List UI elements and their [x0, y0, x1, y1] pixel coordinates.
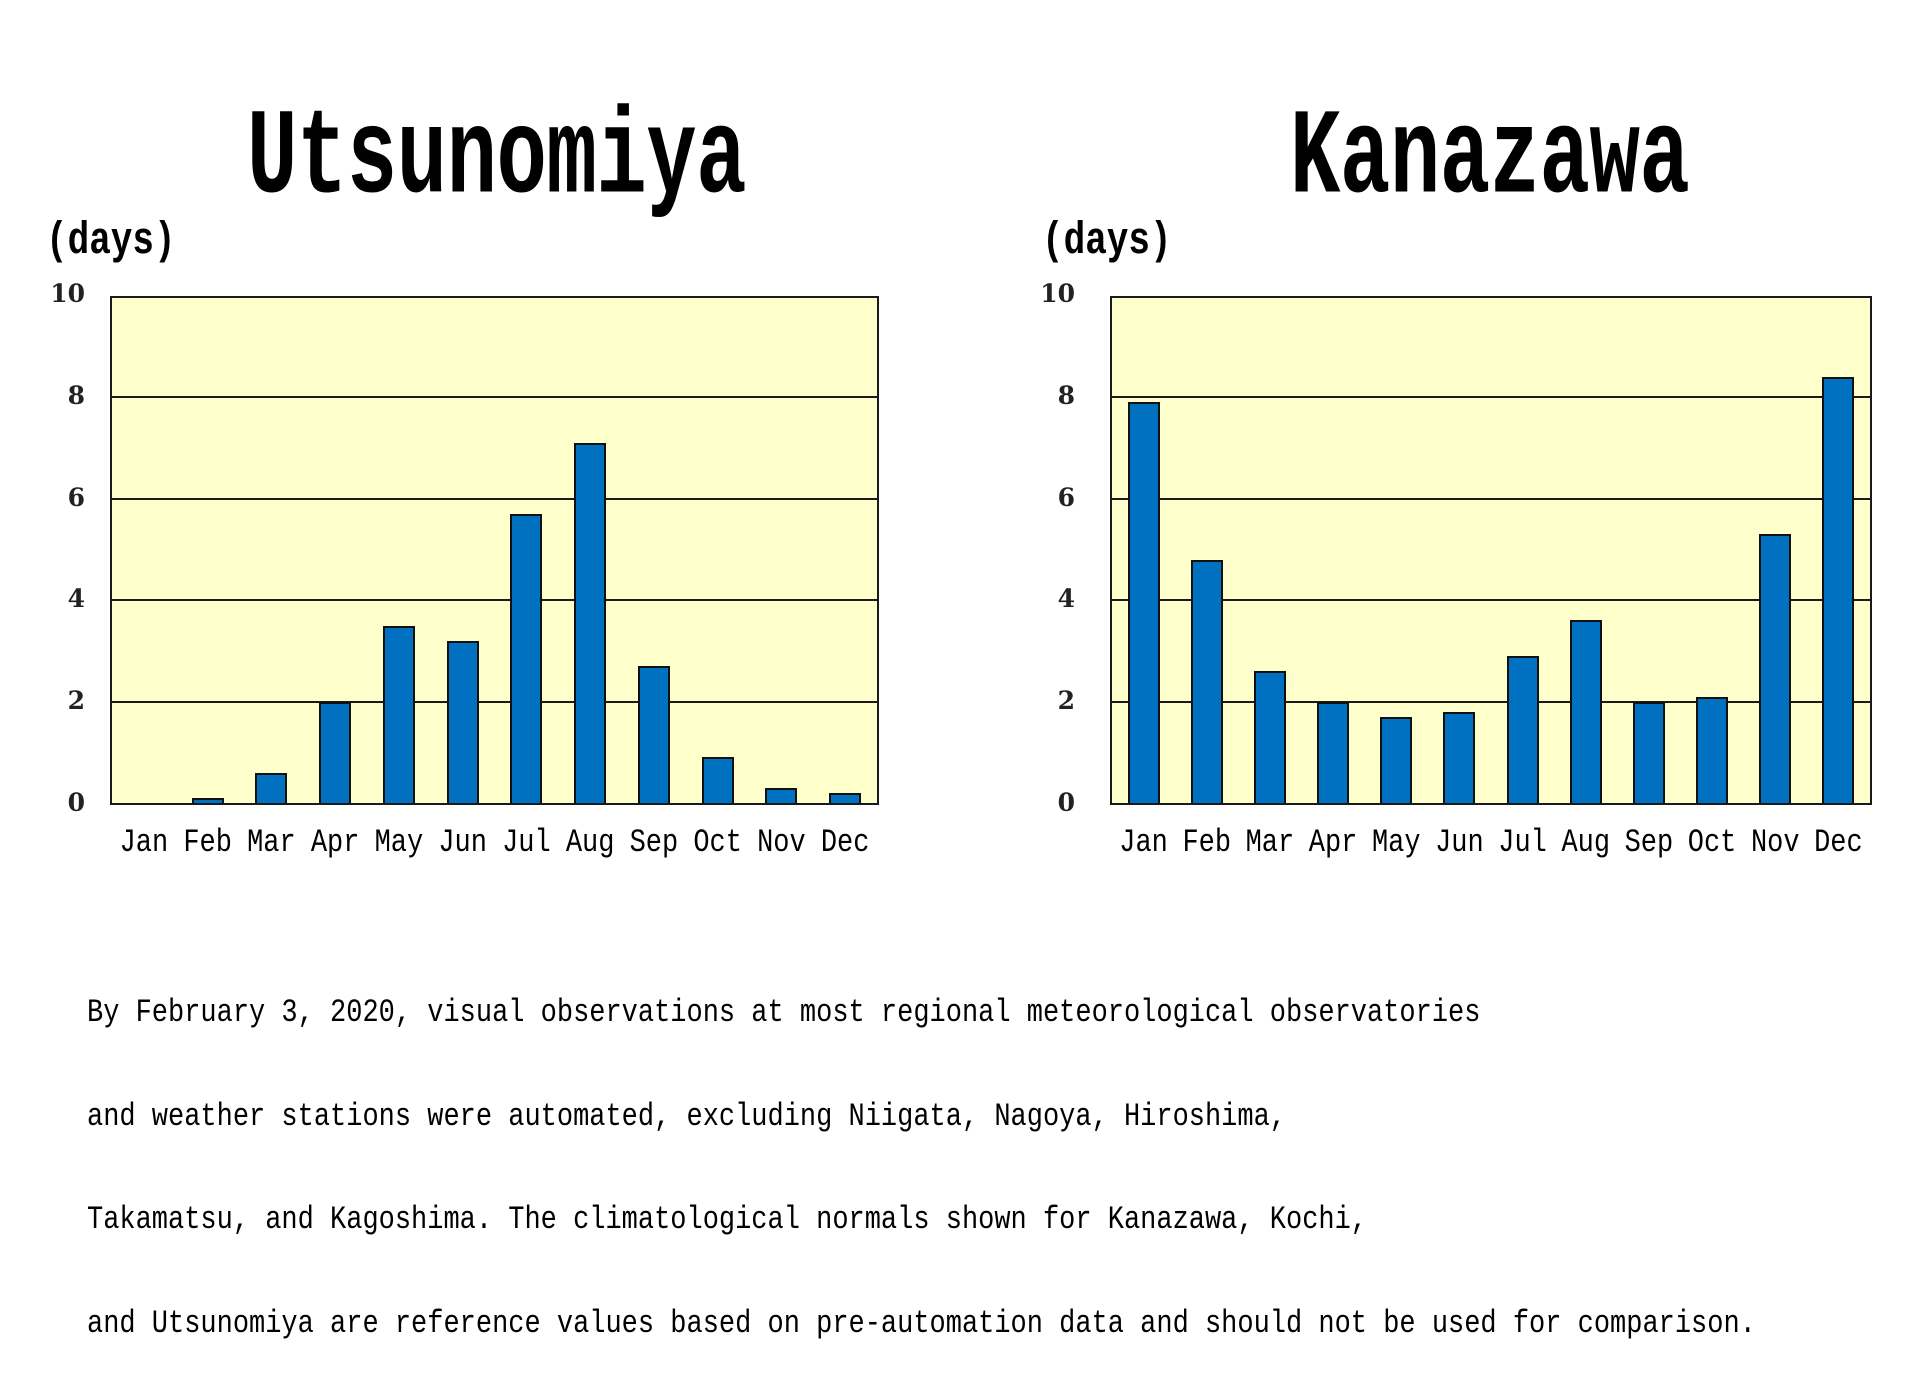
- x-tick-label: Jan: [119, 826, 169, 862]
- bar-apr: [1317, 701, 1350, 803]
- x-tick-label: Aug: [1561, 826, 1611, 862]
- bar-jul: [510, 514, 543, 803]
- footnote-line: and Utsunomiya are reference values base…: [87, 1306, 1756, 1343]
- y-tick-label: 4: [1057, 584, 1075, 614]
- y-tick-label: 10: [1040, 279, 1075, 308]
- x-tick-label: Sep: [1624, 826, 1674, 862]
- bar-jan: [1127, 402, 1160, 803]
- x-tick-label: Mar: [247, 826, 296, 862]
- y-tick-label: 2: [1057, 686, 1075, 716]
- y-tick-label: 4: [67, 584, 85, 614]
- x-tick-label: Mar: [1245, 826, 1295, 862]
- y-tick-label: 0: [1057, 788, 1075, 817]
- y-tick-label: 2: [67, 686, 85, 716]
- y-tick-label: 8: [67, 380, 85, 410]
- x-tick-label: Jul: [1498, 826, 1547, 862]
- gridline: [1112, 396, 1870, 399]
- x-tick-label: Apr: [1308, 826, 1358, 862]
- y-tick-label: 6: [1057, 482, 1075, 512]
- bar-sep: [637, 666, 670, 803]
- y-tick-label: 0: [67, 788, 85, 817]
- x-tick-label: Apr: [310, 826, 360, 862]
- x-tick-label: May: [374, 826, 424, 862]
- gridline: [112, 700, 877, 703]
- bar-aug: [1569, 620, 1602, 803]
- bar-may: [382, 625, 415, 803]
- bar-aug: [574, 443, 607, 803]
- footnote: By February 3, 2020, visual observations…: [87, 928, 1756, 1377]
- bar-apr: [319, 701, 352, 803]
- bar-oct: [1696, 696, 1729, 803]
- bar-nov: [765, 787, 798, 803]
- x-tick-label: Jul: [502, 826, 551, 862]
- chart-title-kanazawa: Kanazawa: [1290, 91, 1690, 230]
- bar-feb: [191, 797, 224, 803]
- bar-may: [1380, 716, 1413, 803]
- y-tick-label: 8: [1057, 380, 1075, 410]
- footnote-line: and weather stations were automated, exc…: [87, 1099, 1286, 1136]
- bar-nov: [1759, 534, 1792, 803]
- gridline: [112, 497, 877, 500]
- x-tick-label: Dec: [1814, 826, 1863, 862]
- bar-jul: [1506, 655, 1539, 803]
- footnote-line: By February 3, 2020, visual observations…: [87, 995, 1481, 1032]
- plot-area-kanazawa: [1110, 296, 1872, 805]
- bar-jun: [446, 640, 479, 803]
- gridline: [1112, 497, 1870, 500]
- y-tick-label: 10: [50, 279, 85, 308]
- bar-mar: [255, 772, 288, 803]
- x-tick-label: May: [1371, 826, 1421, 862]
- x-tick-label: Jun: [1435, 826, 1484, 862]
- x-tick-label: Dec: [820, 826, 870, 862]
- x-tick-label: Oct: [693, 826, 742, 862]
- x-tick-label: Nov: [757, 826, 806, 862]
- x-tick-label: Sep: [629, 826, 679, 862]
- bar-dec: [1822, 377, 1855, 803]
- x-tick-label: Oct: [1687, 826, 1737, 862]
- gridline: [112, 396, 877, 399]
- y-axis-unit-label: (days): [1042, 215, 1172, 267]
- gridline: [112, 599, 877, 602]
- x-tick-label: Nov: [1750, 826, 1800, 862]
- gridline: [1112, 700, 1870, 703]
- bar-jun: [1443, 711, 1476, 803]
- footnote-line: Takamatsu, and Kagoshima. The climatolog…: [87, 1202, 1368, 1239]
- x-tick-label: Jan: [1119, 826, 1168, 862]
- x-tick-label: Jun: [438, 826, 487, 862]
- bar-oct: [701, 757, 734, 803]
- y-axis-unit-label: (days): [46, 215, 176, 267]
- x-tick-label: Feb: [183, 826, 232, 862]
- chart-title-utsunomiya: Utsunomiya: [247, 91, 747, 230]
- bar-feb: [1190, 559, 1223, 803]
- bar-dec: [829, 792, 862, 803]
- gridline: [1112, 599, 1870, 602]
- y-tick-label: 6: [67, 482, 85, 512]
- bar-sep: [1632, 701, 1665, 803]
- x-tick-label: Feb: [1182, 826, 1232, 862]
- plot-area-utsunomiya: [110, 296, 879, 805]
- bar-mar: [1253, 671, 1286, 803]
- x-tick-label: Aug: [565, 826, 615, 862]
